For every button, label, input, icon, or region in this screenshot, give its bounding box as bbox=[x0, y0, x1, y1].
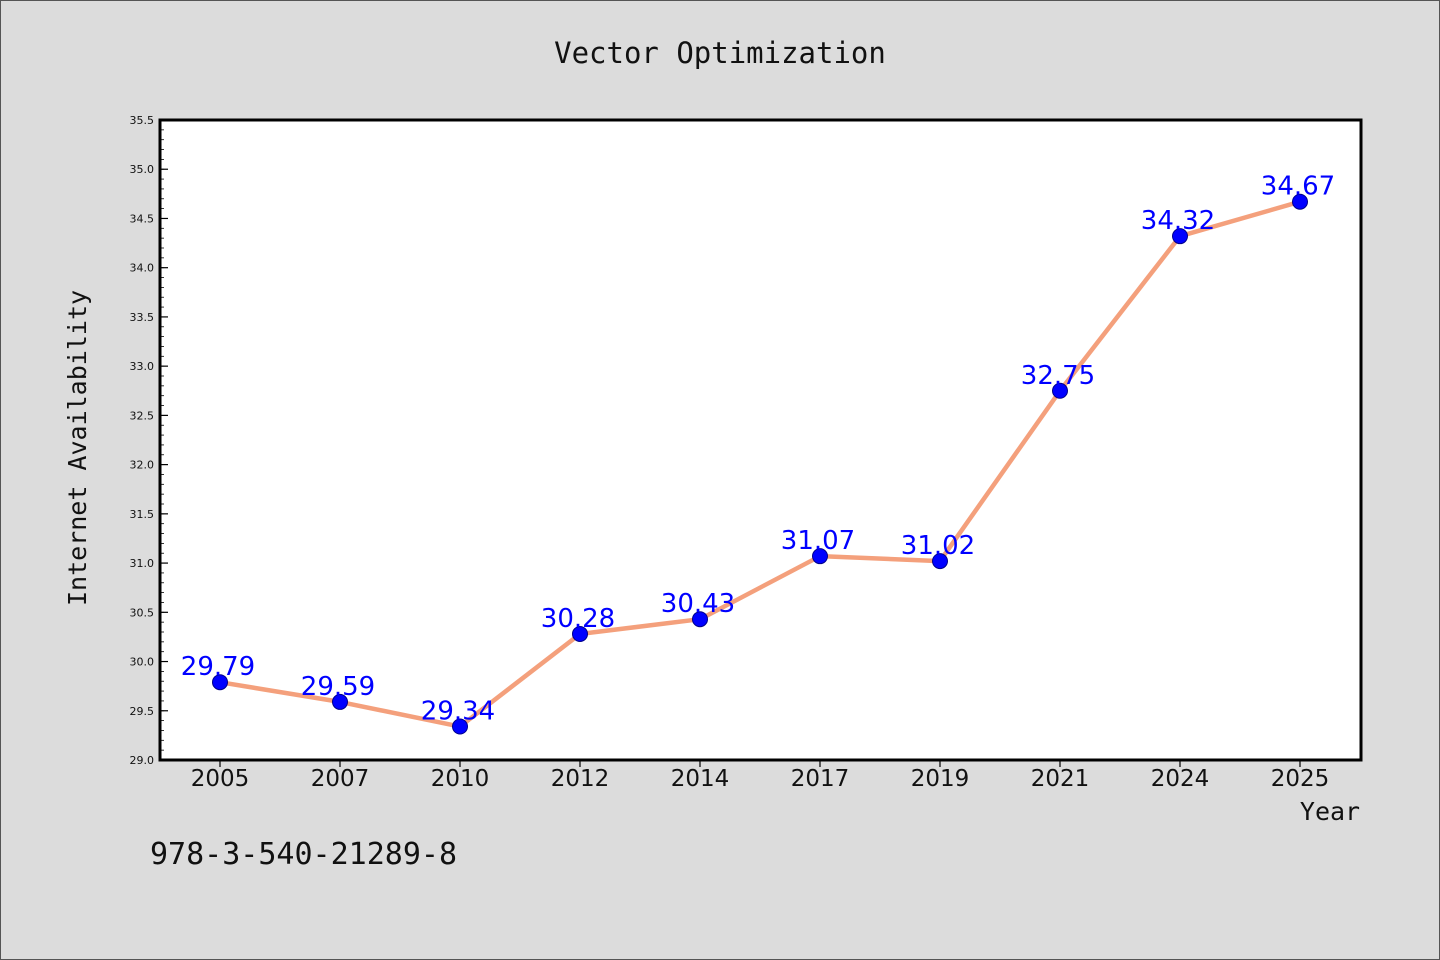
series-layer: 29.79 29.59 29.34 30.28 30.43 31.07 31.02 32.75… bbox=[181, 172, 1335, 735]
x-tick-label: 2017 bbox=[791, 766, 850, 792]
y-tick-label: 35.5 bbox=[130, 114, 155, 127]
plot-area bbox=[158, 118, 1363, 762]
data-label: 31.07 bbox=[781, 526, 855, 556]
y-tick-label: 34.5 bbox=[130, 212, 155, 225]
data-point bbox=[1292, 193, 1308, 210]
data-point bbox=[572, 625, 588, 642]
x-tick-label: 2010 bbox=[431, 766, 490, 792]
y-tick-label: 32.5 bbox=[130, 409, 155, 422]
data-point bbox=[692, 611, 708, 628]
y-tick-label: 30.5 bbox=[130, 606, 155, 619]
x-tick-label: 2019 bbox=[911, 766, 970, 792]
x-tick-label: 2007 bbox=[311, 766, 370, 792]
x-tick-label: 2014 bbox=[671, 766, 730, 792]
y-tick-label: 29.5 bbox=[130, 705, 155, 718]
y-axis-label: Internet Availability bbox=[63, 290, 92, 606]
data-label: 29.79 bbox=[181, 652, 255, 682]
series-line bbox=[219, 199, 1301, 729]
data-point bbox=[812, 548, 828, 565]
data-label: 32.75 bbox=[1021, 361, 1095, 391]
x-axis-label: Year bbox=[1300, 797, 1360, 826]
x-axis: 2005 2007 2010 2012 2014 2017 2019 2021 2024 2025 bbox=[191, 760, 1330, 792]
data-point bbox=[212, 674, 228, 691]
data-label: 31.02 bbox=[901, 531, 975, 561]
data-point bbox=[452, 718, 468, 735]
data-label: 34.32 bbox=[1141, 206, 1215, 236]
x-tick-label: 2005 bbox=[191, 766, 250, 792]
chart-title: Vector Optimization bbox=[554, 36, 886, 70]
y-tick-label: 31.0 bbox=[130, 557, 155, 570]
data-label: 29.59 bbox=[301, 672, 375, 702]
x-tick-label: 2024 bbox=[1151, 766, 1210, 792]
data-point bbox=[932, 553, 948, 570]
x-tick-label: 2025 bbox=[1271, 766, 1330, 792]
x-tick-label: 2021 bbox=[1031, 766, 1090, 792]
y-tick-label: 32.0 bbox=[130, 459, 155, 472]
y-tick-label: 33.0 bbox=[130, 360, 155, 373]
data-label: 34.67 bbox=[1261, 172, 1335, 202]
data-point bbox=[1172, 228, 1188, 245]
y-tick-label: 35.0 bbox=[130, 163, 155, 176]
y-tick-label: 34.0 bbox=[130, 262, 155, 275]
y-tick-label: 33.5 bbox=[130, 311, 155, 324]
data-label: 29.34 bbox=[421, 697, 495, 727]
x-tick-label: 2012 bbox=[551, 766, 610, 792]
isbn-text: 978-3-540-21289-8 bbox=[150, 837, 457, 872]
data-point bbox=[332, 693, 348, 710]
y-tick-label: 31.5 bbox=[130, 508, 155, 521]
y-tick-label: 30.0 bbox=[130, 656, 155, 669]
data-label: 30.43 bbox=[661, 589, 735, 619]
y-axis: 29.0 29.5 30.0 30.5 31.0 31.5 32.0 32.5 33.0 33.5… bbox=[130, 114, 168, 767]
data-label: 30.28 bbox=[541, 604, 615, 634]
data-point bbox=[1052, 382, 1068, 399]
y-tick-label: 29.0 bbox=[130, 754, 155, 767]
